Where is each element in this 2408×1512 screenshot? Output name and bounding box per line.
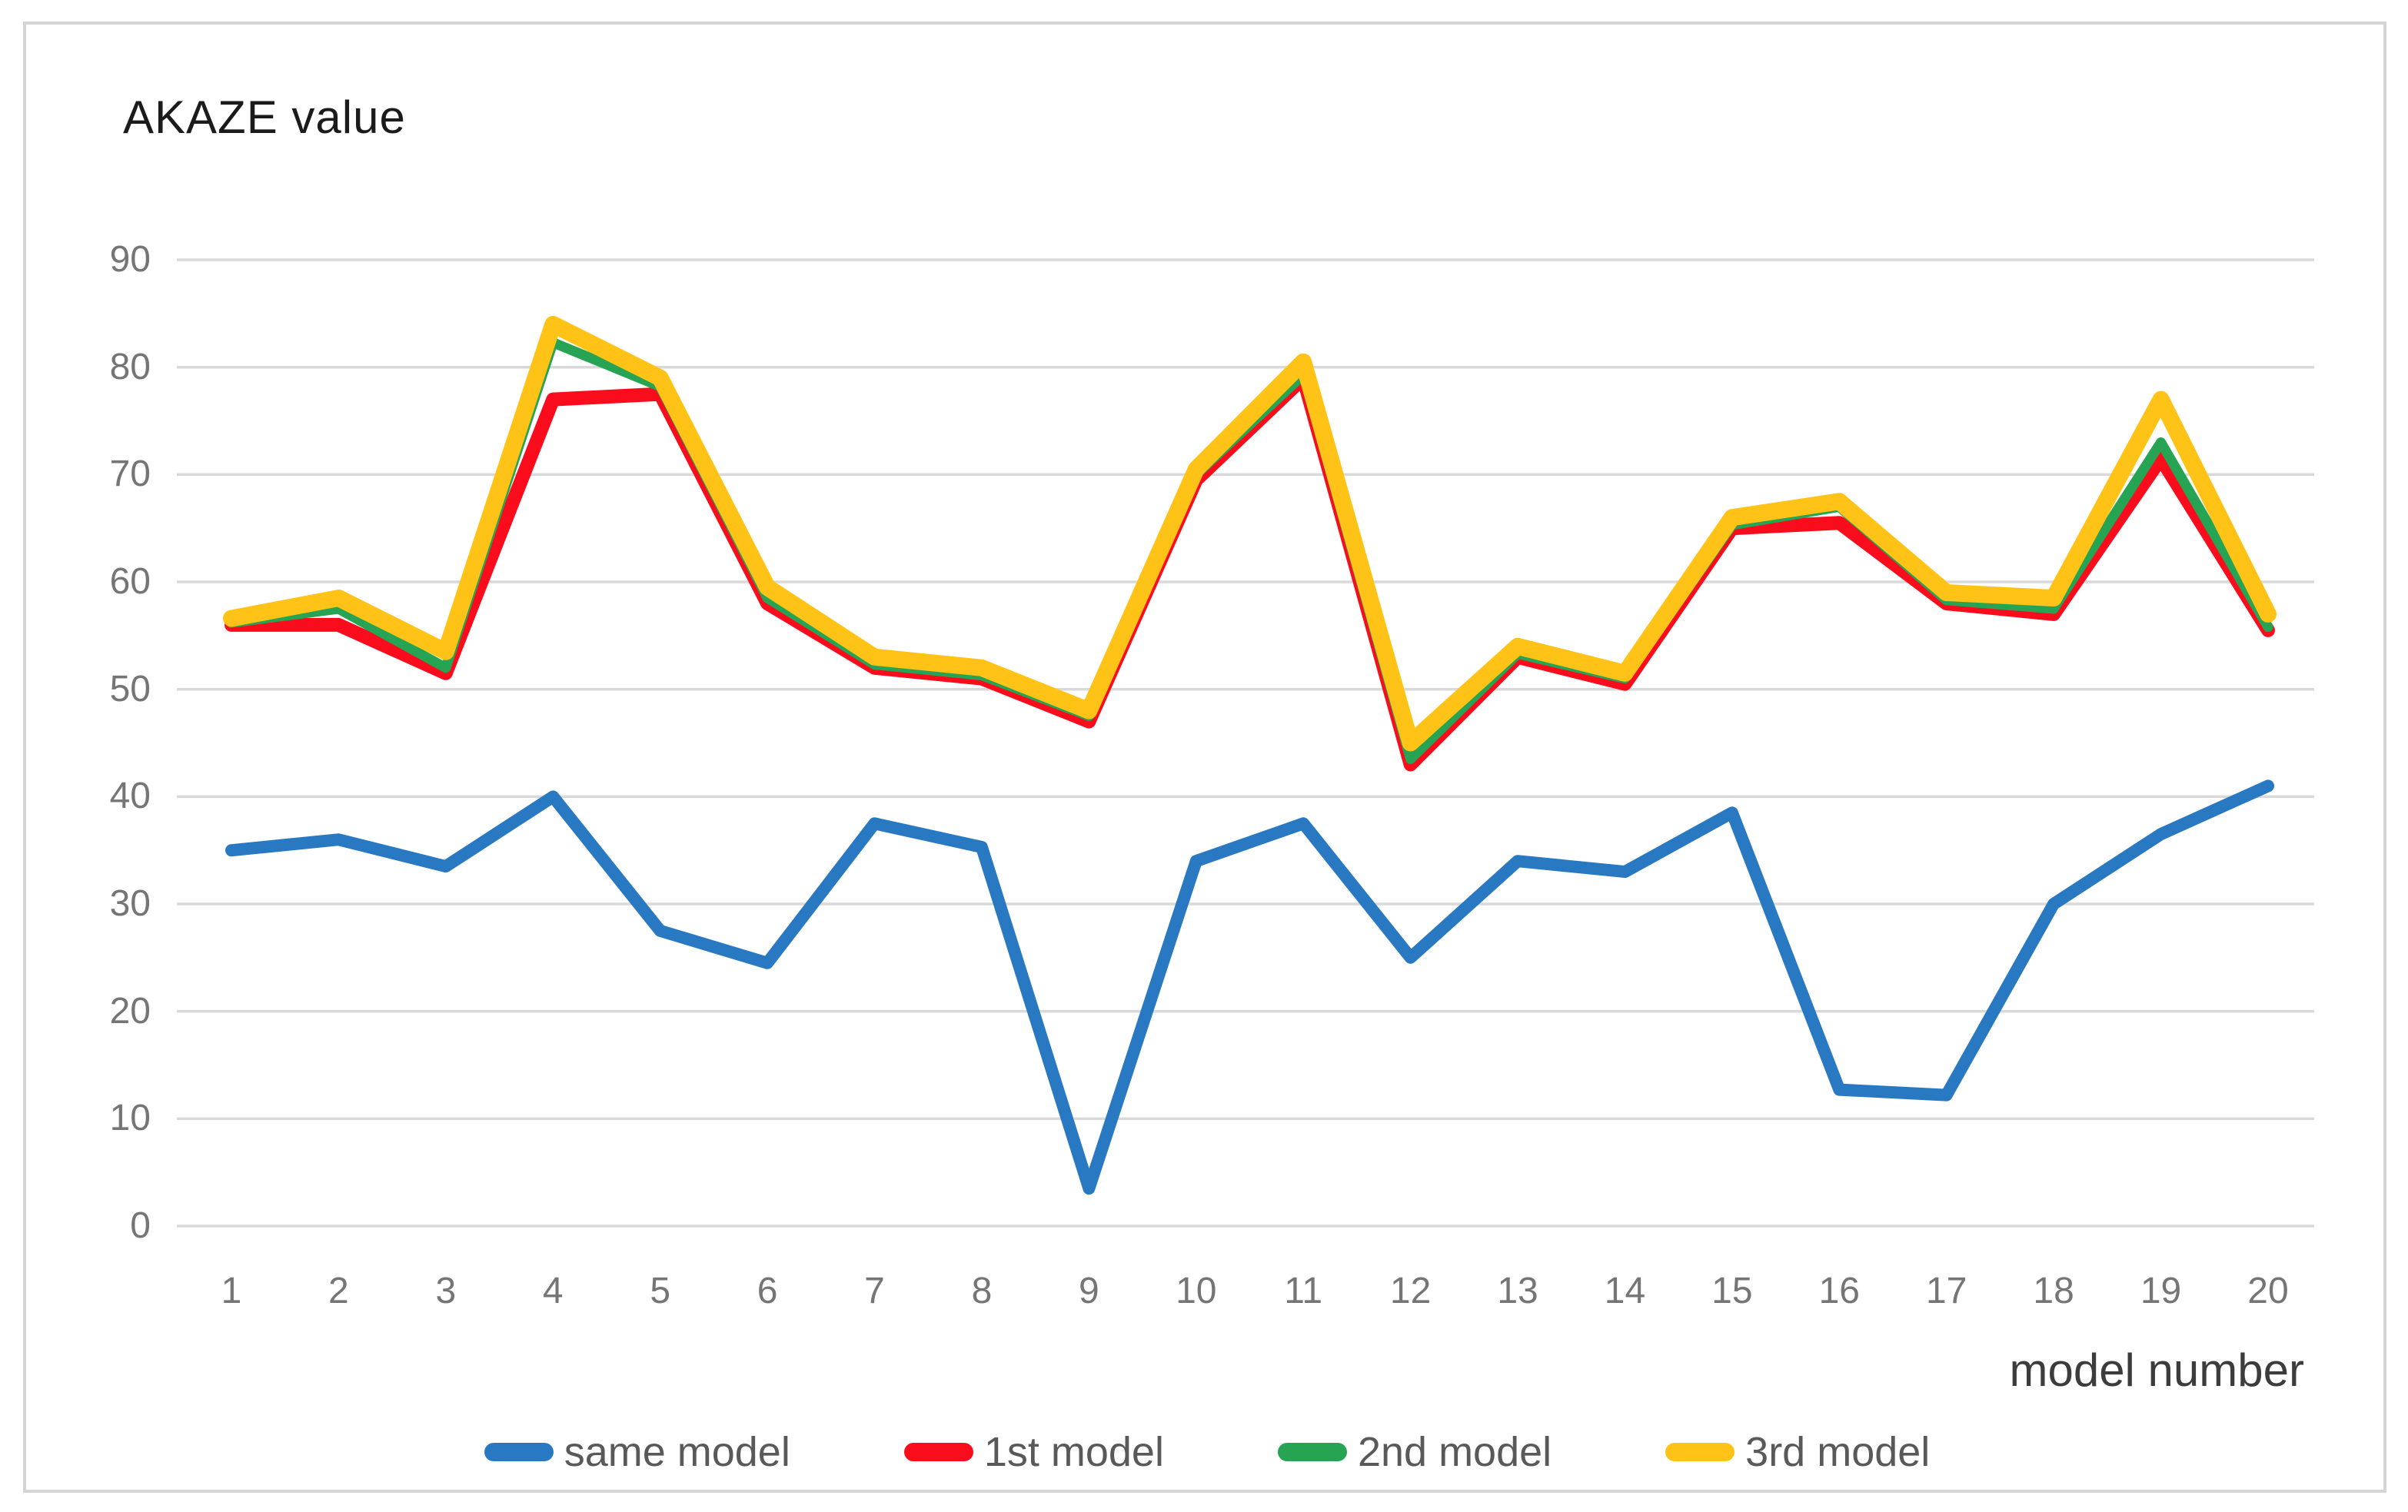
x-axis-title: model number [2009, 1344, 2304, 1396]
legend-label: same model [564, 1429, 790, 1475]
legend-marker-icon [1665, 1443, 1735, 1461]
legend-item-same-model: same model [484, 1428, 790, 1476]
y-tick-label-0: 0 [130, 1205, 151, 1246]
y-tick-label-90: 90 [109, 239, 151, 281]
x-tick-label-20: 20 [2247, 1271, 2289, 1311]
series-line-3rd-model [223, 315, 2277, 752]
x-tick-label-10: 10 [1176, 1271, 1217, 1311]
series-line-same-model [225, 779, 2274, 1195]
legend-marker-icon [903, 1443, 973, 1461]
y-tick-label-80: 80 [109, 346, 151, 387]
x-tick-label-9: 9 [1079, 1271, 1099, 1311]
y-tick-label-60: 60 [109, 561, 151, 603]
legend-label: 2nd model [1357, 1429, 1552, 1475]
chart-title: AKAZE value [123, 91, 406, 143]
x-tick-label-1: 1 [221, 1271, 242, 1311]
legend: same model 1st model 2nd model 3rd model [54, 1428, 2360, 1476]
x-tick-label-8: 8 [971, 1271, 993, 1311]
series-line-1st-model [225, 371, 2275, 772]
y-tick-label-10: 10 [109, 1098, 151, 1139]
y-tick-label-50: 50 [109, 668, 151, 709]
legend-marker-icon [484, 1443, 554, 1461]
x-tick-label-7: 7 [864, 1271, 885, 1311]
x-tick-label-6: 6 [757, 1271, 778, 1311]
x-tick-label-12: 12 [1389, 1271, 1432, 1311]
x-tick-label-5: 5 [650, 1271, 671, 1311]
x-tick-label-14: 14 [1604, 1271, 1646, 1311]
x-tick-label-18: 18 [2033, 1271, 2074, 1311]
x-tick-label-15: 15 [1711, 1271, 1753, 1311]
x-tick-label-17: 17 [1926, 1271, 1967, 1311]
x-tick-label-16: 16 [1818, 1271, 1860, 1311]
legend-label: 1st model [983, 1429, 1164, 1475]
legend-item-3rd-model: 3rd model [1665, 1428, 1930, 1476]
x-tick-label-13: 13 [1497, 1271, 1538, 1311]
x-tick-label-19: 19 [2140, 1271, 2182, 1311]
y-tick-label-70: 70 [109, 454, 151, 495]
x-tick-label-3: 3 [435, 1271, 457, 1311]
legend-item-2nd-model: 2nd model [1277, 1428, 1552, 1476]
x-tick-label-2: 2 [328, 1271, 349, 1311]
y-tick-label-40: 40 [109, 776, 151, 817]
x-tick-label-4: 4 [542, 1271, 564, 1311]
legend-item-1st-model: 1st model [903, 1428, 1164, 1476]
y-tick-label-20: 20 [109, 990, 151, 1032]
y-tick-label-30: 30 [109, 883, 151, 925]
x-tick-label-11: 11 [1284, 1271, 1323, 1311]
chart-frame [23, 22, 2386, 1493]
legend-label: 3rd model [1745, 1429, 1931, 1475]
legend-marker-icon [1277, 1443, 1347, 1461]
